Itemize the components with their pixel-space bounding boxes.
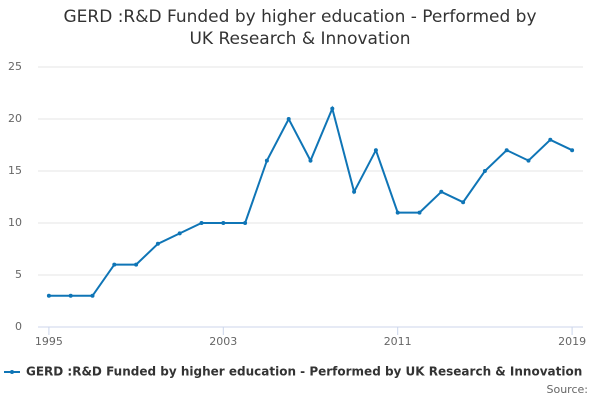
point [68,293,73,298]
point [177,231,182,236]
point [482,169,487,173]
x-tick-label: 1995 [35,335,63,348]
point [286,117,291,121]
point [134,262,139,267]
y-tick-label: 20 [8,112,22,125]
y-tick-label: 0 [15,320,22,333]
line [48,105,573,297]
legend-label[interactable]: GERD :R&D Funded by higher education - P… [26,365,582,379]
point [308,158,313,163]
point [570,148,575,153]
source-label: Source: [547,383,589,396]
point [264,158,269,163]
point [395,210,400,215]
x-tick-label: 2011 [384,335,412,348]
point [548,137,553,142]
x-tick-label: 2003 [209,335,237,348]
point [46,293,51,298]
point [155,241,160,246]
point [221,221,226,225]
point [373,148,378,153]
chart-title: GERD :R&D Funded by higher education - P… [63,7,537,49]
y-tick-label: 25 [8,60,22,73]
point [526,158,531,163]
point [243,221,248,225]
point [352,189,357,194]
point [504,148,509,153]
legend-marker [10,370,14,374]
point [330,106,335,111]
y-tick-label: 5 [15,268,22,281]
point [461,200,466,205]
y-tick-label: 15 [8,164,22,177]
point [112,262,117,267]
x-tick-label: 2019 [558,335,586,348]
point [439,189,444,194]
point [199,221,204,225]
y-tick-label: 10 [8,216,22,229]
point [90,293,95,298]
point [417,210,422,215]
